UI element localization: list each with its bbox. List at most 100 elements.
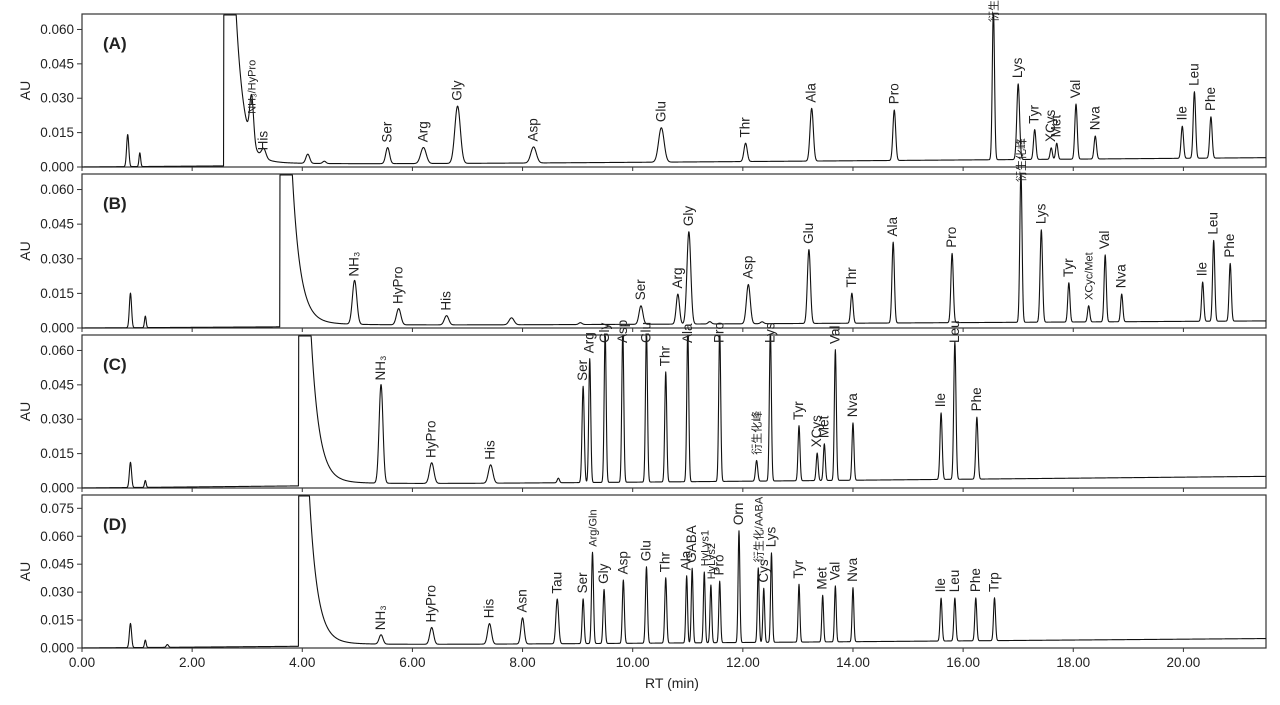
chromatogram-trace	[81, 335, 1267, 489]
peak-label-glu: Glu	[653, 101, 668, 122]
panel-a: (A) AU 0.000 0.015 0.030 0.045 0.060 NH₃/HyPro H…	[17, 0, 1267, 175]
peak-label-ile: Ile	[1195, 262, 1210, 276]
peak-label-peak-14: 衍生化峰	[750, 411, 764, 455]
panel-frame	[81, 13, 1267, 168]
y-tick-label: 0.045	[40, 557, 74, 572]
y-tick-label: 0.030	[40, 91, 74, 106]
peak-label-nva: Nva	[1114, 264, 1129, 288]
peak-label-peak-17: 衍生化峰	[1014, 138, 1028, 182]
y-tick-label: 0.000	[40, 160, 74, 175]
peak-label-arg: Arg	[415, 121, 430, 142]
peak-label-hypro: HyPro	[424, 420, 439, 458]
peak-label-his: His	[256, 131, 271, 151]
y-tick-label: 0.015	[40, 446, 74, 461]
peak-label-gly: Gly	[450, 80, 465, 101]
peak-label-tyr: Tyr	[791, 559, 806, 578]
x-tick-label: 16.00	[946, 655, 980, 670]
peak-label-thr: Thr	[658, 551, 673, 572]
peak-label-arg: Arg	[582, 332, 597, 353]
peak-label-phe: Phe	[968, 568, 983, 592]
peak-label-ile: Ile	[1174, 106, 1189, 120]
peak-label-nva: Nva	[1087, 106, 1102, 130]
peak-label-ala: Ala	[680, 323, 695, 343]
y-tick-label: 0.030	[40, 585, 74, 600]
peak-label-gaba: GABA	[684, 525, 699, 563]
peak-label-asp: Asp	[526, 118, 541, 141]
y-tick-label: 0.015	[40, 613, 74, 628]
peak-label-pro: Pro	[944, 227, 959, 248]
peak-label-val: Val	[1097, 231, 1112, 250]
peak-label-nva: Nva	[845, 557, 860, 581]
peak-label-met: Met	[815, 567, 830, 590]
peak-label-his: His	[482, 599, 497, 619]
peak-label-ala: Ala	[885, 216, 900, 236]
y-tick-label: 0.060	[40, 182, 74, 197]
peak-label-hylys2: HyLys2	[706, 543, 718, 579]
x-tick-label: 18.00	[1056, 655, 1090, 670]
peak-label-ile: Ile	[933, 393, 948, 407]
panel-label: (C)	[103, 355, 127, 374]
peak-label-hypro: HyPro	[391, 266, 406, 304]
y-tick-label: 0.015	[40, 286, 74, 301]
peak-label-val: Val	[827, 325, 842, 344]
peak-label-gly: Gly	[597, 323, 612, 344]
x-tick-label: 2.00	[179, 655, 205, 670]
y-axis-label: AU	[17, 402, 33, 421]
y-tick-label: 0.000	[40, 641, 74, 656]
peak-label-lys: Lys	[1033, 203, 1048, 224]
peak-label-leu: Leu	[1206, 212, 1221, 235]
peak-label-trp: Trp	[987, 572, 1002, 592]
y-tick-label: 0.030	[40, 412, 74, 427]
y-tick-label: 0.000	[40, 321, 74, 336]
x-axis: RT (min) 0.00 2.00 4.00 6.00 8.00 10.00 12.00 1…	[69, 655, 1200, 691]
peak-label-phe: Phe	[1222, 234, 1237, 258]
peak-label-nh-hypro: NH₃/HyPro	[247, 60, 259, 114]
chromatogram-trace	[81, 495, 1267, 649]
x-tick-label: 6.00	[399, 655, 425, 670]
peak-label-phe: Phe	[1203, 87, 1218, 111]
panel-c: (C) AU 0.000 0.015 0.030 0.045 0.060 NH₃ HyPro Hi…	[17, 320, 1267, 496]
peak-label-hylys1: HyLys1	[699, 530, 711, 566]
peak-label-asp: Asp	[615, 551, 630, 574]
peak-label-asn: Asn	[515, 589, 530, 612]
y-axis-label: AU	[17, 81, 33, 100]
panel-frame	[81, 173, 1267, 329]
x-axis-label: RT (min)	[645, 675, 699, 691]
peak-label-gly: Gly	[681, 206, 696, 227]
y-tick-label: 0.075	[40, 501, 74, 516]
peak-label-xcys: XCys	[809, 415, 824, 448]
peak-label-his: His	[483, 440, 498, 460]
panel-d: (D) AU 0.000 0.015 0.030 0.045 0.060 0.075 NH₃ Hy…	[17, 494, 1267, 656]
peak-label-ala: Ala	[679, 550, 694, 570]
y-tick-label: 0.060	[40, 22, 74, 37]
peak-label-arg-gln: Arg/Gln	[588, 509, 600, 546]
peak-label-orn: Orn	[731, 503, 746, 526]
peak-label-thr: Thr	[738, 117, 753, 138]
peak-label-tau: Tau	[549, 572, 564, 594]
peak-label-peak-14: 衍生化峰	[986, 0, 1000, 22]
peak-label-leu: Leu	[1186, 63, 1201, 86]
peak-label-arg: Arg	[670, 267, 685, 288]
peak-label-cys: Cys	[756, 559, 771, 582]
peak-label-thr: Thr	[658, 346, 673, 367]
y-tick-label: 0.045	[40, 56, 74, 71]
peak-label-nva: Nva	[845, 393, 860, 417]
peak-label-asp: Asp	[615, 320, 630, 343]
x-tick-label: 12.00	[726, 655, 760, 670]
chromatogram-trace	[81, 174, 1267, 329]
peak-label-aaba: 衍生化/AABA	[751, 496, 765, 562]
y-tick-label: 0.060	[40, 529, 74, 544]
peak-label-leu: Leu	[947, 570, 962, 593]
y-tick-label: 0.060	[40, 343, 74, 358]
peak-label-asp: Asp	[740, 256, 755, 279]
peak-label-leu: Leu	[947, 320, 962, 343]
peak-label-lys: Lys	[1010, 57, 1025, 78]
chromatogram-trace	[81, 14, 1267, 168]
peak-label-nh: NH₃	[373, 605, 388, 630]
peak-label-thr: Thr	[844, 267, 859, 288]
peak-label-val: Val	[1068, 80, 1083, 99]
peak-label-nh: NH₃	[347, 252, 362, 277]
x-tick-label: 4.00	[289, 655, 315, 670]
panel-label: (B)	[103, 194, 127, 213]
peak-label-ser: Ser	[380, 121, 395, 143]
